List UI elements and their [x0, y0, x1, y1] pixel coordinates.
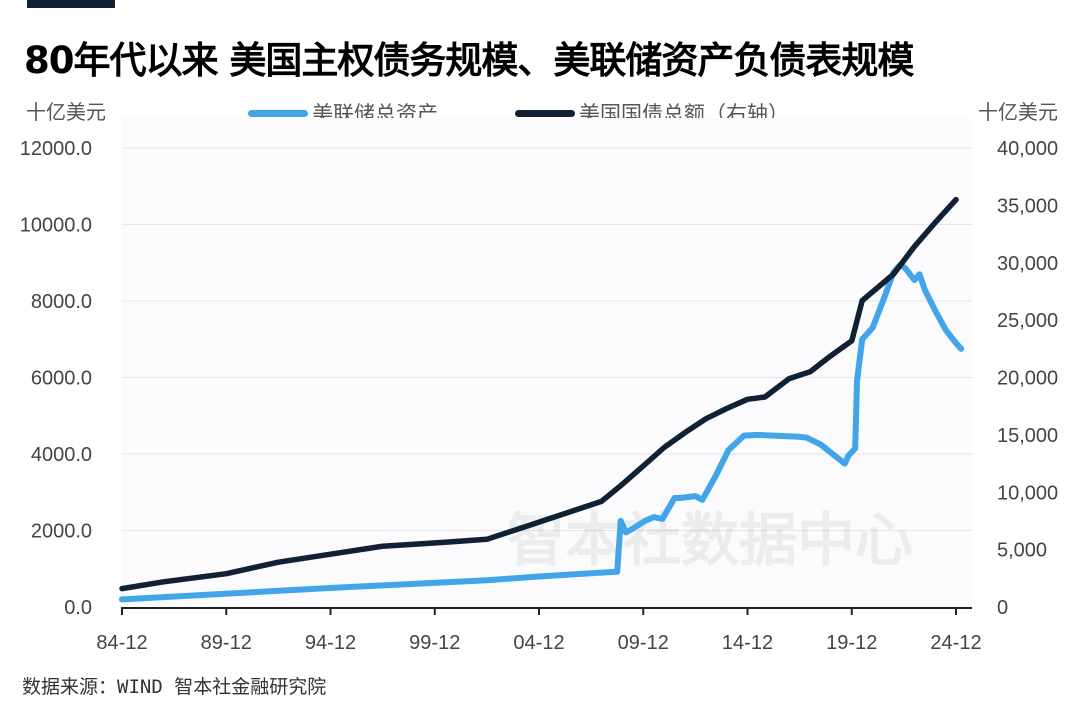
y-left-tick-label: 12000.0	[20, 138, 92, 160]
y-right-tick-label: 25,000	[997, 310, 1058, 332]
y-right-tick-label: 30,000	[997, 253, 1058, 275]
x-tick-label: 14-12	[722, 632, 773, 654]
y-right-tick-label: 40,000	[997, 138, 1058, 160]
y-right-tick-label: 20,000	[997, 368, 1058, 390]
x-tick-label: 94-12	[305, 632, 356, 654]
y-right-tick-label: 0	[997, 597, 1008, 619]
x-tick-label: 19-12	[826, 632, 877, 654]
y-left-tick-label: 10000.0	[20, 215, 92, 237]
y-left-tick-label: 2000.0	[31, 521, 92, 543]
series-line-0	[119, 261, 965, 603]
y-left-tick-label: 0.0	[64, 597, 92, 619]
title-accent-bar	[27, 0, 115, 8]
y-left-tick-label: 6000.0	[31, 368, 92, 390]
y-left-tick-label: 4000.0	[31, 444, 92, 466]
right-axis-unit: 十亿美元	[978, 100, 1058, 124]
x-tick-label: 09-12	[618, 632, 669, 654]
y-right-tick-label: 5,000	[997, 540, 1047, 562]
legend-swatch	[515, 109, 575, 117]
x-tick-label: 84-12	[96, 632, 147, 654]
x-tick-label: 24-12	[930, 632, 981, 654]
y-right-tick-label: 15,000	[997, 425, 1058, 447]
source-note: 数据来源：WIND 智本社金融研究院	[22, 676, 327, 698]
watermark: 智本社数据中心	[507, 506, 913, 574]
x-tick-label: 99-12	[409, 632, 460, 654]
chart-title: 80年代以来 美国主权债务规模、美联储资产负债表规模	[24, 39, 914, 82]
y-right-tick-label: 35,000	[997, 195, 1058, 217]
y-right-tick-label: 10,000	[997, 482, 1058, 504]
y-left-tick-label: 8000.0	[31, 291, 92, 313]
x-tick-label: 04-12	[513, 632, 564, 654]
plot-background	[122, 118, 972, 607]
series-line-1	[119, 196, 959, 592]
left-axis-unit: 十亿美元	[26, 100, 106, 124]
x-tick-label: 89-12	[201, 632, 252, 654]
legend-swatch	[248, 109, 308, 117]
